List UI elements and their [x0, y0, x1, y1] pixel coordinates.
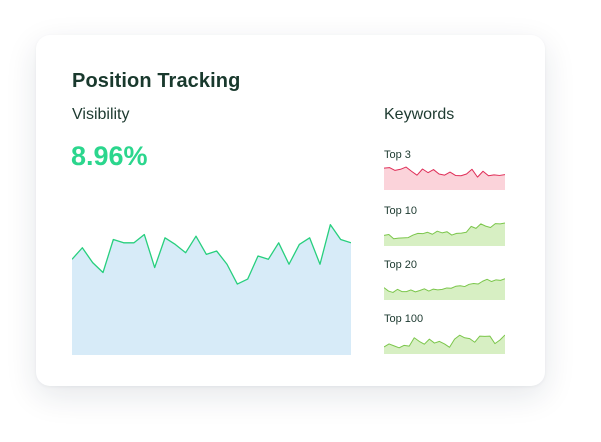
keyword-title-top-100: Top 100	[384, 313, 424, 325]
top-20-area	[384, 278, 505, 300]
sparkline-top-20	[384, 278, 505, 300]
top-10-line	[384, 222, 505, 240]
keyword-title-top-20: Top 20	[384, 259, 418, 271]
visibility-line	[72, 224, 351, 285]
top-3-area	[384, 167, 505, 190]
visibility-value: 8.96%	[71, 141, 148, 171]
sparkline-top-100	[384, 334, 505, 354]
top-100-line	[384, 334, 505, 349]
visibility-area	[72, 224, 351, 355]
visibility-chart	[72, 224, 351, 355]
top-20-line	[384, 278, 505, 293]
top-10-area	[384, 223, 505, 246]
keyword-title-top-3: Top 3	[384, 149, 411, 161]
top-3-line	[384, 166, 505, 178]
sparkline-top-10	[384, 222, 505, 246]
visibility-label: Visibility	[72, 106, 130, 123]
card-title: Position Tracking	[72, 70, 241, 92]
keywords-label: Keywords	[384, 106, 455, 123]
keyword-title-top-10: Top 10	[384, 205, 418, 217]
sparkline-top-3	[384, 166, 505, 190]
